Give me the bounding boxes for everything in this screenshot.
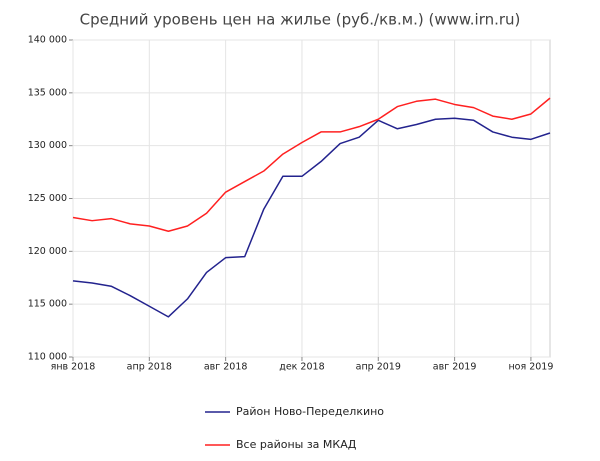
x-tick-label: апр 2018 <box>127 362 172 373</box>
x-tick-label: авг 2018 <box>204 362 248 373</box>
y-tick-label: 120 000 <box>28 246 67 257</box>
y-tick-label: 115 000 <box>28 299 67 310</box>
y-tick-label: 130 000 <box>28 140 67 151</box>
x-tick-label: апр 2019 <box>356 362 401 373</box>
y-tick-label: 135 000 <box>28 87 67 98</box>
x-tick-label: ноя 2019 <box>508 362 553 373</box>
x-tick-label: янв 2018 <box>51 362 96 373</box>
x-tick-label: дек 2018 <box>279 362 324 373</box>
y-tick-label: 125 000 <box>28 193 67 204</box>
legend-label: Все районы за МКАД <box>236 438 357 451</box>
legend-label: Район Ново-Переделкино <box>236 405 384 418</box>
chart-title: Средний уровень цен на жилье (руб./кв.м.… <box>80 11 521 29</box>
series-line <box>72 117 551 318</box>
y-tick-label: 140 000 <box>28 35 67 46</box>
series-line <box>72 97 551 233</box>
y-tick-label: 110 000 <box>28 352 67 363</box>
x-tick-label: авг 2019 <box>433 362 477 373</box>
